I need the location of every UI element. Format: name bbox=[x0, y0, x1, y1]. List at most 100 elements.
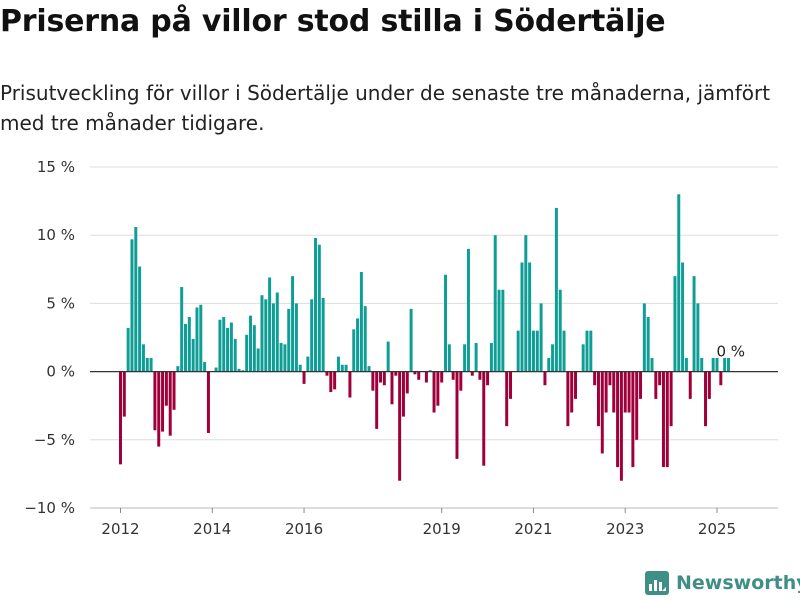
bar bbox=[493, 235, 497, 372]
bar bbox=[409, 308, 413, 372]
bar bbox=[707, 371, 711, 399]
bar bbox=[489, 342, 493, 372]
bar bbox=[310, 299, 314, 372]
bar bbox=[520, 262, 524, 372]
x-tick-label: 2014 bbox=[193, 520, 231, 538]
bar bbox=[130, 239, 134, 372]
bar bbox=[390, 371, 394, 405]
axes: 15 % 10 % 5 % 0 % −5 % −10 % 2012 2014 2016 2019 2… bbox=[24, 158, 778, 538]
bar bbox=[348, 371, 352, 398]
bar bbox=[398, 371, 402, 481]
bar bbox=[589, 330, 593, 372]
bar bbox=[256, 348, 260, 372]
bar bbox=[581, 344, 585, 372]
bar bbox=[463, 344, 467, 372]
bar bbox=[543, 371, 547, 386]
bar bbox=[199, 304, 203, 372]
bar bbox=[654, 371, 658, 399]
bar bbox=[428, 370, 432, 372]
bar bbox=[432, 371, 436, 413]
bar bbox=[153, 371, 157, 431]
x-tick-label: 2021 bbox=[514, 520, 552, 538]
brand-name: Newsworthy bbox=[676, 572, 800, 594]
bar bbox=[505, 371, 509, 427]
bar bbox=[551, 344, 555, 372]
bar bbox=[619, 371, 623, 481]
x-tick-label: 2023 bbox=[606, 520, 644, 538]
chart-title: Priserna på villor stod stilla i Södertä… bbox=[0, 4, 666, 39]
bar bbox=[554, 207, 558, 372]
bar bbox=[455, 371, 459, 459]
bar bbox=[673, 276, 677, 372]
bar bbox=[715, 357, 719, 372]
bar bbox=[608, 371, 612, 386]
bar bbox=[344, 364, 348, 372]
bar bbox=[314, 237, 318, 372]
bar bbox=[291, 276, 295, 372]
bar bbox=[723, 357, 727, 372]
bar bbox=[596, 371, 600, 427]
bar bbox=[321, 297, 325, 372]
bar bbox=[558, 289, 562, 372]
bar bbox=[661, 371, 665, 468]
bar-chart: 15 % 10 % 5 % 0 % −5 % −10 % 2012 2014 2016 2019 2… bbox=[24, 158, 778, 538]
bar bbox=[394, 371, 398, 376]
bar bbox=[386, 341, 390, 372]
bar bbox=[677, 194, 681, 372]
bar bbox=[260, 295, 264, 372]
bar bbox=[119, 371, 122, 465]
bar bbox=[340, 364, 344, 372]
bar bbox=[604, 371, 608, 413]
bar bbox=[302, 371, 306, 384]
bar bbox=[424, 371, 428, 383]
bar bbox=[245, 334, 249, 372]
bar bbox=[279, 342, 283, 372]
bar bbox=[168, 371, 172, 436]
bar bbox=[692, 276, 696, 372]
bar bbox=[126, 327, 130, 372]
bar bbox=[191, 338, 195, 372]
bar bbox=[233, 338, 237, 372]
bar bbox=[711, 357, 715, 372]
bar bbox=[218, 319, 222, 372]
newsworthy-logo[interactable]: Newsworthy bbox=[645, 568, 800, 598]
bar bbox=[417, 371, 421, 380]
bar bbox=[726, 357, 730, 372]
bar bbox=[145, 357, 149, 372]
bar bbox=[451, 371, 455, 380]
bar bbox=[249, 315, 252, 372]
bar bbox=[524, 235, 528, 372]
y-tick-label: 15 % bbox=[37, 158, 75, 176]
bar bbox=[367, 366, 371, 372]
bar bbox=[570, 371, 574, 413]
bar bbox=[459, 371, 463, 391]
bar bbox=[436, 371, 440, 406]
bar bbox=[268, 277, 272, 372]
bar bbox=[447, 344, 451, 372]
bar bbox=[509, 371, 513, 399]
bar bbox=[665, 371, 669, 468]
bar bbox=[600, 371, 604, 454]
bar bbox=[138, 266, 142, 372]
x-tick-label: 2025 bbox=[698, 520, 736, 538]
bar bbox=[164, 371, 168, 406]
bar bbox=[176, 366, 180, 372]
bar bbox=[574, 371, 578, 399]
y-tick-label: −5 % bbox=[34, 431, 75, 449]
bar bbox=[336, 356, 340, 372]
y-tick-label: −10 % bbox=[24, 499, 75, 517]
bar bbox=[122, 371, 126, 417]
bar bbox=[379, 371, 383, 383]
bar bbox=[283, 344, 287, 372]
bar bbox=[635, 371, 639, 440]
bar bbox=[206, 371, 210, 433]
bar bbox=[317, 244, 321, 372]
bar bbox=[237, 368, 241, 372]
bar bbox=[684, 357, 688, 372]
bar bbox=[696, 303, 700, 372]
bar bbox=[478, 371, 482, 380]
bar bbox=[184, 323, 187, 372]
bar bbox=[363, 306, 367, 372]
bar bbox=[306, 356, 310, 372]
bar bbox=[382, 371, 386, 386]
